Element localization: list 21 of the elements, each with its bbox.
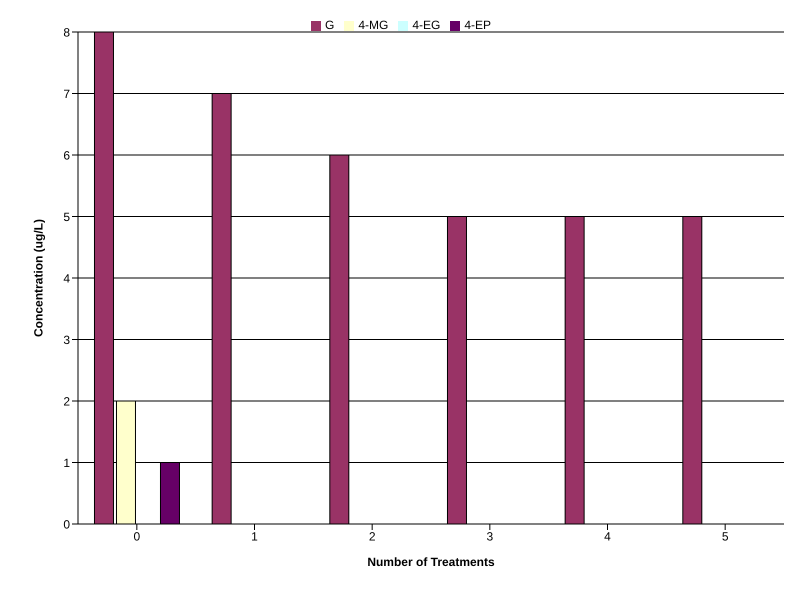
x-tick-label: 3 [486, 530, 494, 544]
legend-label: 4-MG [358, 18, 388, 32]
legend-label: 4-EP [464, 18, 492, 32]
y-tick-label: 7 [63, 86, 70, 101]
legend-label: 4-EG [412, 18, 440, 32]
y-tick-label: 5 [63, 210, 70, 224]
y-tick-label: 1 [63, 456, 70, 470]
x-tick-label: 0 [133, 530, 140, 544]
x-tick-label: 2 [368, 530, 376, 544]
x-axis-title: Number of Treatments [367, 555, 496, 569]
x-tick-label: 1 [251, 530, 258, 544]
y-tick-label: 8 [63, 25, 70, 40]
x-tick-label: 4 [604, 530, 612, 544]
x-tick-label: 5 [722, 530, 729, 544]
y-axis-title: Concentration (ug/L) [31, 219, 46, 337]
y-tick-label: 2 [63, 394, 70, 408]
y-tick-label: 3 [63, 332, 70, 347]
legend-label: G [324, 18, 334, 32]
y-tick-label: 6 [63, 148, 70, 162]
y-tick-label: 0 [63, 517, 70, 532]
y-tick-label: 4 [63, 271, 70, 286]
